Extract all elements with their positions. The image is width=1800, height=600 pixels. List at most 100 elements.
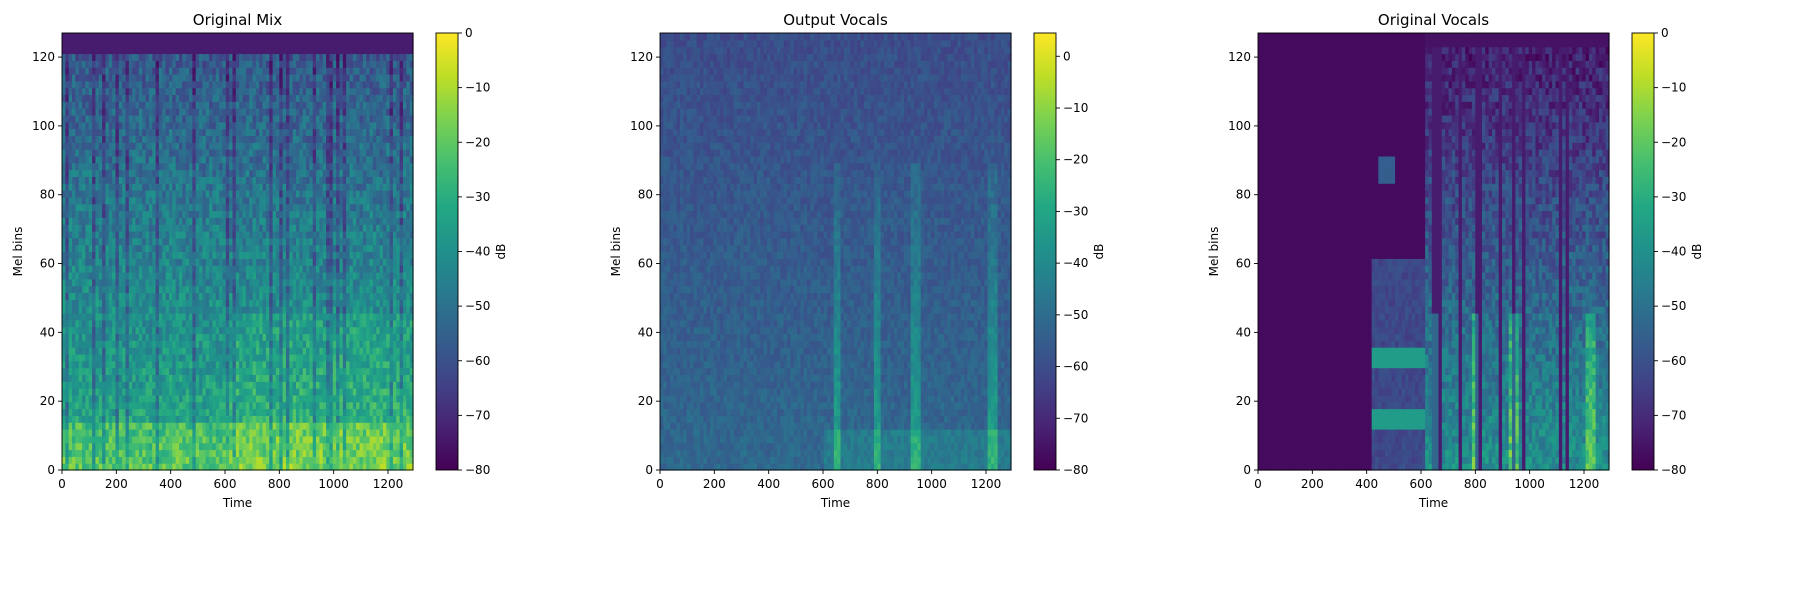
heatmap-cell [172, 401, 177, 410]
heatmap-cell [62, 149, 66, 157]
heatmap-cell [78, 353, 83, 362]
heatmap-cell [75, 347, 80, 355]
heatmap-cell [148, 94, 153, 102]
heatmap-cell [222, 265, 227, 273]
heatmap-cell [205, 237, 210, 246]
heatmap-cell [115, 39, 120, 48]
heatmap-cell [192, 67, 197, 75]
heatmap-cell [292, 190, 297, 198]
heatmap-cell [105, 33, 110, 41]
heatmap-cell [302, 271, 307, 280]
heatmap-cell [249, 169, 254, 177]
heatmap-cell [72, 367, 76, 376]
heatmap-cell [306, 299, 310, 307]
heatmap-cell [168, 121, 173, 130]
heatmap-cell [209, 244, 214, 253]
heatmap-cell [262, 285, 267, 294]
heatmap-cell [212, 408, 217, 416]
heatmap-cell [98, 46, 103, 55]
heatmap-cell [319, 176, 324, 184]
heatmap-cell [262, 381, 267, 389]
heatmap-cell [255, 114, 260, 123]
heatmap-cell [132, 442, 137, 451]
heatmap-cell [68, 271, 73, 280]
heatmap-cell [255, 128, 260, 137]
heatmap-cell [229, 271, 234, 280]
heatmap-cell [148, 80, 153, 89]
heatmap-cell [98, 244, 103, 253]
heatmap-cell [72, 326, 76, 335]
heatmap-cell [135, 353, 140, 362]
heatmap-cell [168, 306, 173, 314]
heatmap-cell [68, 121, 73, 130]
heatmap-cell [75, 265, 80, 273]
heatmap-cell [252, 306, 257, 314]
heatmap-cell [262, 53, 267, 61]
heatmap-cell [222, 53, 227, 61]
heatmap-cell [229, 292, 234, 300]
heatmap-cell [105, 326, 110, 335]
heatmap-cell [145, 319, 150, 328]
heatmap-cell [82, 319, 86, 328]
heatmap-cell [122, 33, 127, 41]
heatmap-cell [239, 114, 244, 123]
heatmap-cell [62, 60, 66, 68]
heatmap-cell [108, 333, 113, 341]
heatmap-cell [122, 60, 127, 68]
heatmap-cell [265, 224, 270, 232]
heatmap-cell [82, 210, 86, 218]
heatmap-cell [112, 278, 117, 287]
heatmap-cell [279, 401, 284, 410]
heatmap-cell [118, 114, 123, 123]
heatmap-cell [185, 155, 190, 164]
heatmap-cell [219, 121, 224, 130]
heatmap-cell [148, 388, 153, 396]
heatmap-cell [269, 394, 274, 403]
heatmap-cell [309, 183, 314, 191]
heatmap-cell [85, 333, 90, 341]
heatmap-cell [302, 258, 307, 266]
heatmap-cell [179, 381, 183, 389]
heatmap-cell [299, 292, 304, 300]
heatmap-cell [235, 108, 240, 116]
heatmap-cell [148, 265, 153, 273]
heatmap-cell [179, 224, 183, 232]
heatmap-cell [219, 224, 224, 232]
heatmap-cell [279, 463, 284, 471]
heatmap-cell [152, 306, 157, 314]
heatmap-cell [62, 312, 66, 321]
heatmap-cell [95, 210, 100, 218]
heatmap-cell [219, 183, 224, 191]
heatmap-cell [162, 394, 167, 403]
heatmap-cell [272, 347, 277, 355]
heatmap-cell [212, 271, 217, 280]
heatmap-cell [269, 53, 274, 61]
heatmap-cell [75, 169, 80, 177]
heatmap-cell [62, 340, 66, 348]
heatmap-cell [219, 463, 224, 471]
heatmap-cell [259, 80, 264, 89]
heatmap-cell [279, 237, 284, 246]
heatmap-cell [302, 46, 307, 55]
heatmap-cell [262, 265, 267, 273]
heatmap-cell [225, 142, 230, 150]
heatmap-cell [239, 108, 244, 116]
heatmap-cell [145, 326, 150, 335]
heatmap-cell [195, 33, 200, 41]
heatmap-cell [135, 190, 140, 198]
heatmap-cell [155, 442, 160, 451]
heatmap-cell [72, 347, 76, 355]
heatmap-cell [62, 463, 66, 471]
heatmap-cell [115, 46, 120, 55]
heatmap-cell [185, 142, 190, 150]
heatmap-cell [229, 278, 234, 287]
heatmap-cell [242, 463, 247, 471]
heatmap-cell [118, 312, 123, 321]
heatmap-cell [285, 80, 290, 89]
heatmap-cell [309, 367, 314, 376]
heatmap-cell [68, 114, 73, 123]
heatmap-cell [125, 169, 130, 177]
heatmap-cell [105, 394, 110, 403]
heatmap-cell [68, 108, 73, 116]
